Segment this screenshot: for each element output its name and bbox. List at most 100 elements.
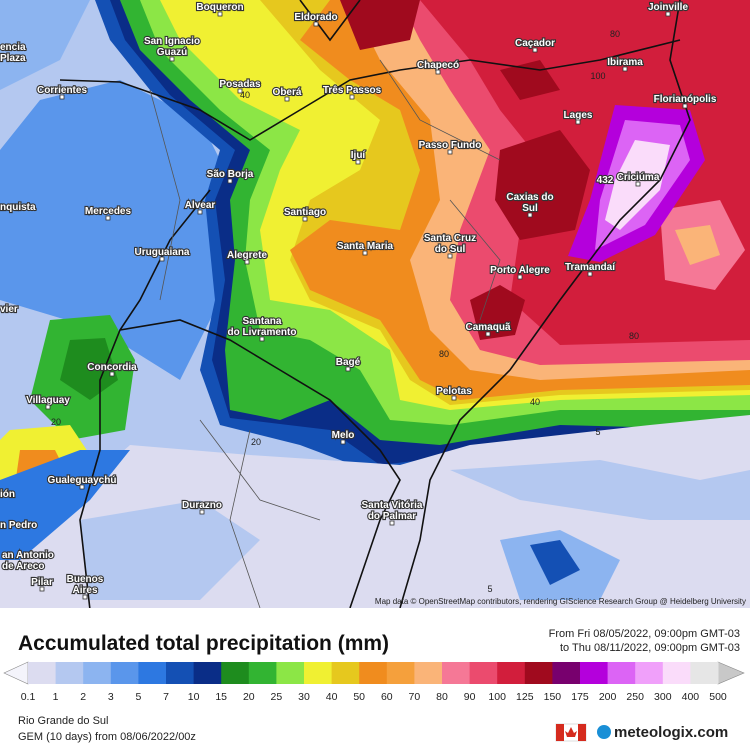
place-dot (447, 253, 453, 259)
place-label: Joinville (648, 2, 688, 13)
place-dot (340, 439, 346, 445)
legend-label: 20 (243, 691, 255, 703)
contour-label: 100 (590, 71, 605, 81)
place-label: São Borja (207, 169, 254, 180)
place-label: Pelotas (436, 386, 472, 397)
contour-label: 40 (530, 397, 540, 407)
legend-label: 50 (353, 691, 365, 703)
place-dot (169, 56, 175, 62)
place-label: Santa Maria (337, 241, 394, 252)
place-label: Alvear (185, 200, 216, 211)
region: Rio Grande do Sul (18, 715, 109, 727)
legend-swatch (524, 662, 553, 684)
legend-swatch (552, 662, 581, 684)
place-dot (237, 88, 243, 94)
place-dot (447, 149, 453, 155)
place-label: Gualeguaychú (48, 475, 117, 486)
contour-label: 80 (610, 29, 620, 39)
attribution: Map data © OpenStreetMap contributors, r… (375, 597, 746, 606)
place-label: Chapecó (417, 60, 459, 71)
legend-label: 80 (436, 691, 448, 703)
place-dot (39, 586, 45, 592)
legend-label: 30 (298, 691, 310, 703)
contour-label: 5 (487, 584, 492, 594)
legend-swatch (690, 662, 719, 684)
legend-arrow-left (3, 661, 29, 685)
legend-label: 100 (488, 691, 506, 703)
legend-label: 200 (599, 691, 617, 703)
place-label: Alegrete (227, 250, 267, 261)
legend-swatch (110, 662, 139, 684)
place-label: encia (0, 42, 26, 53)
place-label: Oberá (273, 87, 302, 98)
place-label: Bagé (336, 357, 361, 368)
place-label: Criciúma (617, 172, 660, 183)
legend-label: 2 (80, 691, 86, 703)
legend-swatch (83, 662, 112, 684)
legend-swatch (138, 662, 167, 684)
place-dot (587, 271, 593, 277)
place-dot (635, 181, 641, 187)
legend-swatch (386, 662, 415, 684)
legend-swatch (442, 662, 471, 684)
model: GEM (10 days) from 08/06/2022/00z (18, 731, 196, 743)
place-label: Florianópolis (654, 94, 717, 105)
place-label: Santana (243, 316, 282, 327)
place-label: vier (0, 304, 18, 315)
place-dot (45, 404, 51, 410)
legend-swatch (193, 662, 222, 684)
brand: meteologix.com (614, 724, 728, 741)
place-label: Lages (564, 110, 593, 121)
place-label: do Palmar (368, 511, 416, 522)
place-dot (302, 216, 308, 222)
place-label: Santa Vitória (362, 500, 423, 511)
place-dot (217, 11, 223, 17)
place-label: Santa Cruz (424, 233, 476, 244)
place-dot (349, 94, 355, 100)
place-label: Guazú (157, 47, 188, 58)
place-label: Ibirama (607, 57, 643, 68)
contour-label: 80 (629, 331, 639, 341)
place-label: Caçador (515, 38, 555, 49)
place-dot (284, 96, 290, 102)
place-dot (244, 259, 250, 265)
place-label: Boqueron (196, 2, 243, 13)
place-dot (532, 47, 538, 53)
place-dot (105, 215, 111, 221)
legend-swatch (166, 662, 195, 684)
place-label: San Ignacio (144, 36, 200, 47)
place-label: ión (0, 489, 15, 500)
legend-label: 250 (626, 691, 644, 703)
legend-swatch (607, 662, 636, 684)
place-label: do Livramento (228, 327, 297, 338)
place-label: Tramandaí (565, 262, 616, 273)
legend-label: 175 (571, 691, 589, 703)
place-label: Posadas (219, 79, 261, 90)
legend-swatch (304, 662, 333, 684)
map (0, 0, 750, 608)
legend-swatch (497, 662, 526, 684)
place-dot (451, 395, 457, 401)
place-dot (485, 331, 491, 337)
place-dot (259, 336, 265, 342)
place-label: Melo (332, 430, 355, 441)
period-from: From Fri 08/05/2022, 09:00pm GMT-03 (549, 628, 740, 640)
place-dot (665, 11, 671, 17)
legend-swatch (28, 662, 57, 684)
place-dot (435, 69, 441, 75)
period-to: to Thu 08/11/2022, 09:00pm GMT-03 (560, 642, 740, 654)
place-label: Plaza (0, 53, 26, 64)
title: Accumulated total precipitation (mm) (18, 632, 389, 655)
place-label: Eldorado (294, 12, 337, 23)
legend-swatch (276, 662, 305, 684)
place-dot (345, 366, 351, 372)
logo (597, 725, 611, 739)
legend-label: 125 (516, 691, 534, 703)
place-label: Sul (522, 203, 538, 214)
place-label: Uruguaiana (134, 247, 189, 258)
legend-swatch (331, 662, 360, 684)
legend-label: 60 (381, 691, 393, 703)
place-label: Concordia (87, 362, 137, 373)
place-dot (355, 159, 361, 165)
legend-swatch (580, 662, 609, 684)
